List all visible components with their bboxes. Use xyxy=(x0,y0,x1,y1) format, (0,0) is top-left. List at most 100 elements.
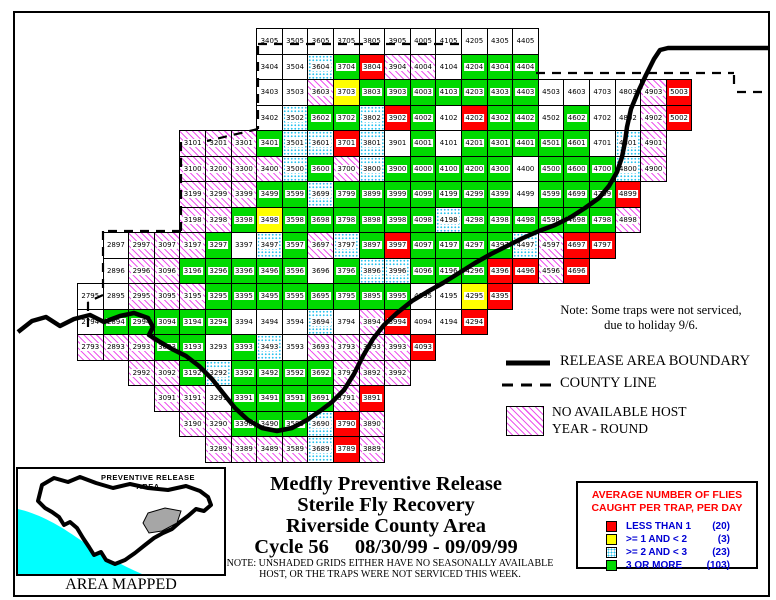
grid-cell-label: 3197 xyxy=(182,241,203,250)
grid-cell-label: 4703 xyxy=(592,88,613,97)
grid-cell-label: 3504 xyxy=(285,62,306,71)
grid-cell-label: 4701 xyxy=(592,139,613,148)
grid-cell-3902: 3902 xyxy=(384,104,411,131)
grid-cell-4497: 4497 xyxy=(512,232,539,259)
grid-cell-4303: 4303 xyxy=(486,79,514,106)
grid-cell-4401: 4401 xyxy=(512,130,539,157)
grid-cell-3701: 3701 xyxy=(333,130,360,157)
grid-cell-4300: 4300 xyxy=(486,155,514,182)
grid-cell-label: 3800 xyxy=(361,164,382,173)
grid-cell-label: 4198 xyxy=(438,215,459,224)
grid-cell-2793: 2793 xyxy=(77,334,104,361)
grid-cell-label: 3096 xyxy=(157,266,178,275)
legend-no-host-line2: YEAR - ROUND xyxy=(552,420,648,436)
grid-cell-3290: 3290 xyxy=(205,410,232,437)
grid-cell-label: 3795 xyxy=(336,292,357,301)
grid-cell-label: 3490 xyxy=(259,419,280,428)
grid-cell-label: 4100 xyxy=(438,164,459,173)
grid-cell-3402: 3402 xyxy=(256,104,283,131)
grid-cell-label: 3603 xyxy=(310,88,331,97)
grid-cell-4702: 4702 xyxy=(589,104,616,131)
grid-cell-label: 3201 xyxy=(208,139,229,148)
grid-cell-label: 3595 xyxy=(285,292,306,301)
grid-cell-4195: 4195 xyxy=(435,283,462,310)
grid-cell-4294: 4294 xyxy=(461,308,488,335)
grid-cell-4500: 4500 xyxy=(537,155,565,182)
grid-cell-2996: 2996 xyxy=(128,257,155,284)
grid-cell-4105: 4105 xyxy=(435,28,462,55)
grid-cell-label: 4000 xyxy=(413,164,434,173)
grid-cell-4099: 4099 xyxy=(409,181,437,208)
grid-cell-label: 3600 xyxy=(310,164,331,173)
grid-cell-3690: 3690 xyxy=(307,410,334,437)
grid-cell-label: 3803 xyxy=(361,88,382,97)
grid-cell-4095: 4095 xyxy=(409,283,437,310)
inset-title-line1: PREVENTIVE RELEASE xyxy=(100,473,196,482)
grid-cell-label: 4400 xyxy=(515,164,536,173)
grid-cell-3904: 3904 xyxy=(384,53,411,80)
grid-cell-label: 4199 xyxy=(438,190,459,199)
grid-cell-label: 3101 xyxy=(182,139,203,148)
grid-cell-label: 3393 xyxy=(233,343,254,352)
grid-cell-3200: 3200 xyxy=(205,155,232,182)
grid-cell-4301: 4301 xyxy=(486,130,514,157)
grid-cell-4094: 4094 xyxy=(409,308,437,335)
grid-cell-4400: 4400 xyxy=(512,155,539,182)
grid-cell-label: 3498 xyxy=(259,215,280,224)
grid-cell-2894: 2894 xyxy=(102,308,130,335)
grid-cell-3405: 3405 xyxy=(256,28,283,55)
grid-cell-label: 3404 xyxy=(259,62,280,71)
grid-cell-label: 4598 xyxy=(541,215,562,224)
grid-cell-label: 4901 xyxy=(643,139,664,148)
grid-cell-label: 3999 xyxy=(387,190,408,199)
grid-cell-4402: 4402 xyxy=(512,104,539,131)
grid-cell-label: 4301 xyxy=(489,139,510,148)
grid-cell-3797: 3797 xyxy=(333,232,360,259)
grid-cell-label: 3501 xyxy=(285,139,306,148)
grid-cell-4103: 4103 xyxy=(435,79,462,106)
grid-cell-3094: 3094 xyxy=(153,308,181,335)
grid-cell-label: 4002 xyxy=(413,113,434,122)
grid-cell-3190: 3190 xyxy=(179,410,206,437)
grid-cell-3689: 3689 xyxy=(307,436,334,463)
grid-cell-label: 4502 xyxy=(541,113,562,122)
grid-cell-label: 3599 xyxy=(285,190,306,199)
grid-cell-label: 3899 xyxy=(361,190,382,199)
grid-cell-label: 4093 xyxy=(413,343,434,352)
grid-cell-label: 3400 xyxy=(259,164,280,173)
grid-cell-4801: 4801 xyxy=(614,130,642,157)
grid-cell-label: 3704 xyxy=(336,62,357,71)
grid-cell-4296: 4296 xyxy=(461,257,488,284)
grid-cell-label: 3700 xyxy=(336,164,357,173)
grid-cell-4699: 4699 xyxy=(563,181,590,208)
grid-cell-4101: 4101 xyxy=(435,130,462,157)
grid-cell-4800: 4800 xyxy=(614,155,642,182)
grid-cell-label: 2793 xyxy=(80,343,101,352)
grid-cell-3401: 3401 xyxy=(256,130,283,157)
grid-cell-label: 3292 xyxy=(208,368,229,377)
grid-cell-3590: 3590 xyxy=(281,410,309,437)
grid-cell-label: 3701 xyxy=(336,139,357,148)
grid-cell-label: 4503 xyxy=(541,88,562,97)
grid-cell-label: 3998 xyxy=(387,215,408,224)
grid-cell-4798: 4798 xyxy=(589,206,616,233)
grid-cell-label: 3095 xyxy=(157,292,178,301)
grid-cell-label: 4097 xyxy=(413,241,434,250)
grid-cell-3793: 3793 xyxy=(333,334,360,361)
legend-no-host-swatch xyxy=(506,406,544,436)
grid-cell-label: 4403 xyxy=(515,88,536,97)
grid-cell-3491: 3491 xyxy=(256,385,283,412)
grid-cell-label: 3993 xyxy=(387,343,408,352)
grid-cell-label: 3190 xyxy=(182,419,203,428)
grid-cell-label: 3691 xyxy=(310,394,331,403)
grid-cell-label: 4102 xyxy=(438,113,459,122)
grid-cell-label: 3802 xyxy=(361,113,382,122)
grid-cell-label: 3394 xyxy=(233,317,254,326)
grid-cell-4194: 4194 xyxy=(435,308,462,335)
grid-cell-label: 4899 xyxy=(617,190,638,199)
grid-cell-label: 3401 xyxy=(259,139,280,148)
green-swatch xyxy=(606,559,617,571)
grid-cell-label: 3891 xyxy=(361,394,382,403)
grid-cell-label: 4600 xyxy=(566,164,587,173)
grid-cell-3296: 3296 xyxy=(205,257,232,284)
